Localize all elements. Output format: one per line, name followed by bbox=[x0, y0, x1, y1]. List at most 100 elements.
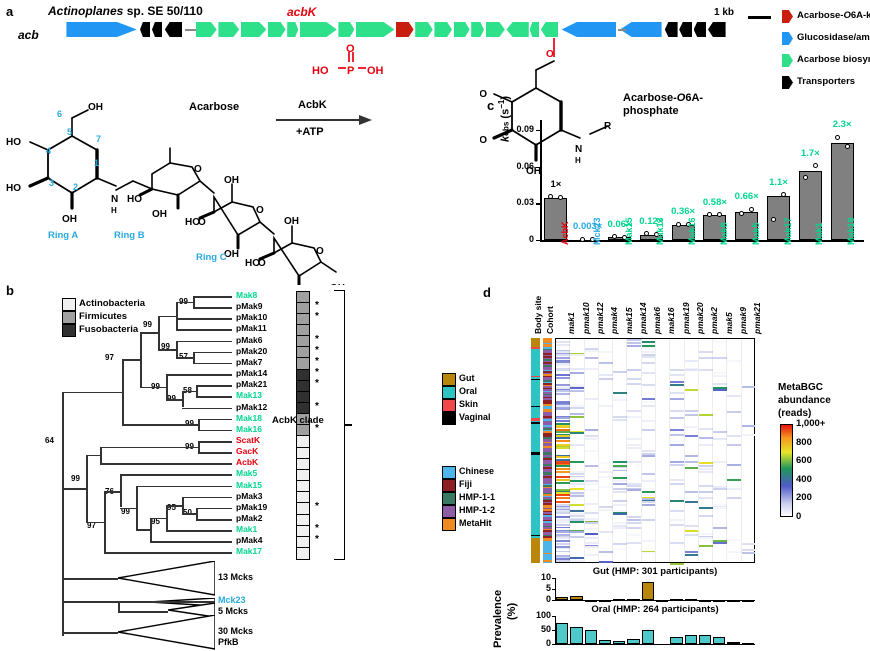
cohort-cell bbox=[543, 473, 552, 475]
heatmap-cell bbox=[570, 385, 584, 388]
cohort-cell bbox=[543, 381, 552, 384]
body-site-cell bbox=[531, 359, 540, 361]
heatmap-column-pmak14: pmak14 bbox=[637, 302, 648, 334]
heatmap-cell bbox=[627, 526, 642, 529]
body-site-cell bbox=[531, 371, 540, 373]
heatmap-cell bbox=[556, 463, 570, 466]
cohort-cell bbox=[543, 533, 552, 535]
cohort-label-hmp-1-1: HMP-1-1 bbox=[459, 492, 496, 502]
heatmap-cell bbox=[684, 534, 699, 536]
y-tick-label: 0 bbox=[528, 234, 534, 244]
heatmap-cell bbox=[641, 346, 656, 349]
tree-branch bbox=[86, 454, 100, 457]
colorbar-title-line2: abundance bbox=[778, 395, 831, 406]
heatmap-cell bbox=[627, 489, 642, 491]
replicate-point bbox=[548, 194, 554, 200]
heatmap-cell bbox=[613, 543, 627, 545]
bootstrap-value: 99 bbox=[184, 419, 195, 429]
heatmap-cell bbox=[698, 537, 713, 539]
heatmap-cell bbox=[556, 390, 570, 392]
tree-branch bbox=[104, 552, 215, 555]
svg-text:H: H bbox=[111, 206, 117, 215]
heatmap-cell bbox=[598, 505, 613, 508]
heatmap-cell bbox=[641, 354, 656, 356]
heatmap-cell bbox=[698, 465, 713, 467]
gut-prevalence-bar bbox=[684, 599, 697, 602]
body-site-label-vaginal: Vaginal bbox=[459, 412, 491, 422]
gut-y-tick-mark bbox=[551, 600, 556, 602]
product-label: Acarbose-O6A- phosphate bbox=[623, 92, 703, 118]
heatmap-cell bbox=[627, 522, 642, 524]
fold-change-label: 0.36× bbox=[671, 206, 696, 218]
phylum-box bbox=[296, 546, 310, 560]
heatmap-cell bbox=[713, 472, 727, 475]
heatmap-cell bbox=[556, 403, 570, 406]
tree-tip-pmak9: pMak9 bbox=[236, 301, 263, 312]
heatmap-column-mak15: mak15 bbox=[623, 307, 634, 334]
bar-mak13 bbox=[639, 234, 663, 240]
body-site-cell bbox=[531, 345, 540, 348]
heatmap-cell bbox=[641, 400, 656, 403]
heatmap-cell bbox=[641, 361, 656, 364]
tree-root-spine bbox=[62, 440, 64, 636]
heatmap-cell bbox=[713, 372, 727, 374]
svg-text:O: O bbox=[346, 43, 355, 55]
body-site-cell bbox=[531, 338, 540, 340]
cohort-cell bbox=[543, 386, 552, 388]
body-site-cell bbox=[531, 432, 540, 435]
asterisk-marker: * bbox=[315, 300, 319, 312]
cohort-cell bbox=[543, 557, 552, 559]
heatmap-cell bbox=[713, 388, 727, 391]
gene-arrow bbox=[287, 22, 299, 37]
heatmap-cell bbox=[698, 444, 713, 446]
cohort-cell bbox=[543, 357, 552, 360]
heatmap-cell bbox=[641, 351, 656, 353]
heatmap-cell bbox=[641, 453, 656, 455]
heatmap-cell bbox=[584, 511, 599, 514]
gut-y-tick: 0 bbox=[545, 594, 551, 604]
collapsed-clade-label: Mck23 bbox=[218, 595, 246, 605]
heatmap-cell bbox=[570, 520, 584, 523]
cohort-cell bbox=[543, 420, 552, 423]
replicate-point bbox=[590, 236, 596, 242]
fold-change-label: 1.1× bbox=[769, 176, 788, 188]
cohort-cell bbox=[543, 434, 552, 436]
heatmap-cell bbox=[556, 501, 570, 503]
svg-text:HO: HO bbox=[480, 89, 487, 100]
heatmap-column-pmak4: pmak4 bbox=[609, 307, 620, 334]
body-site-cell bbox=[531, 477, 540, 480]
heatmap-cell bbox=[556, 471, 570, 473]
fold-change-label: 0.58× bbox=[702, 196, 727, 208]
x-tick-label-mak13: Mak13 bbox=[655, 217, 666, 245]
heatmap-cell bbox=[556, 417, 570, 419]
body-site-cell bbox=[531, 480, 540, 483]
colorbar-tick-label: 800 bbox=[796, 436, 812, 448]
tree-tip-gack: GacK bbox=[236, 446, 259, 457]
cohort-cell bbox=[543, 435, 552, 438]
svg-text:HO: HO bbox=[245, 258, 260, 269]
heatmap-cell bbox=[556, 456, 570, 458]
bootstrap-value: 95 bbox=[150, 517, 161, 527]
heatmap-column-divider bbox=[697, 338, 699, 563]
heatmap-cell bbox=[556, 387, 570, 389]
cohort-cell bbox=[543, 482, 552, 484]
body-site-cell bbox=[531, 416, 540, 418]
cohort-cell bbox=[543, 485, 552, 487]
replicate-point bbox=[685, 221, 691, 227]
body-site-cell bbox=[531, 510, 540, 513]
phosphate-group: O P HO OH bbox=[312, 43, 384, 77]
heatmap-cell bbox=[584, 528, 599, 530]
body-site-cell bbox=[531, 516, 540, 519]
oral-y-tick: 100 bbox=[535, 610, 551, 620]
tree-branch bbox=[193, 351, 195, 363]
heatmap-cell bbox=[556, 357, 570, 359]
body-site-cell bbox=[531, 458, 540, 460]
organism-genus: Actinoplanes bbox=[48, 4, 124, 18]
heatmap-column-divider bbox=[740, 338, 742, 563]
body-site-cell bbox=[531, 393, 540, 396]
heatmap-cell bbox=[556, 496, 570, 499]
body-site-cell bbox=[531, 372, 540, 375]
tree-branch bbox=[166, 399, 182, 401]
body-site-cell bbox=[531, 431, 540, 433]
cohort-cell bbox=[543, 465, 552, 468]
